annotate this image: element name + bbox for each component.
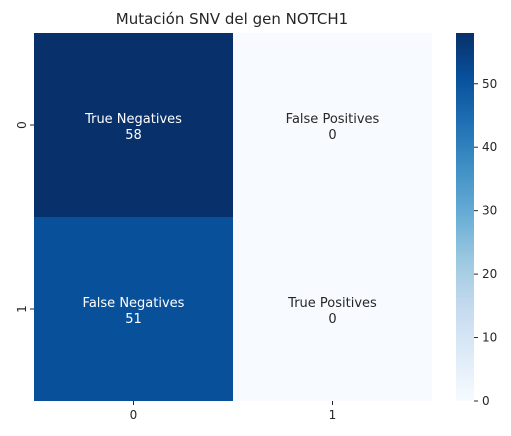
cell-value-1-0: 51 [125, 312, 142, 327]
colorbar-tick-label-1: 10 [482, 331, 497, 345]
heatmap-cell-0-0 [34, 33, 233, 217]
x-tick-label-0: 0 [130, 408, 138, 422]
heatmap-axes: 0 1 0 1 [15, 121, 336, 422]
x-tick-label-1: 1 [329, 408, 337, 422]
colorbar-tick-label-2: 20 [482, 267, 497, 281]
heatmap-cell-1-1 [233, 217, 432, 401]
cell-label-1-0: False Negatives [83, 296, 185, 311]
heatmap-cell-1-0 [34, 217, 233, 401]
colorbar-tick-label-3: 30 [482, 204, 497, 218]
cell-value-0-0: 58 [125, 128, 142, 143]
cell-value-0-1: 0 [328, 128, 336, 143]
cell-label-0-1: False Positives [286, 112, 380, 127]
colorbar-gradient [456, 33, 474, 401]
y-tick-label-0: 0 [15, 121, 29, 129]
colorbar-tick-label-0: 0 [482, 394, 490, 408]
cell-label-1-1: True Positives [287, 296, 377, 311]
colorbar-tick-label-5: 50 [482, 77, 497, 91]
heatmap-cell-0-1 [233, 33, 432, 217]
y-tick-label-1: 1 [15, 305, 29, 313]
cell-label-0-0: True Negatives [84, 112, 182, 127]
chart-title: Mutación SNV del gen NOTCH1 [116, 10, 348, 28]
cell-value-1-1: 0 [328, 312, 336, 327]
colorbar: 0 10 20 30 40 50 [456, 33, 497, 408]
colorbar-tick-label-4: 40 [482, 140, 497, 154]
